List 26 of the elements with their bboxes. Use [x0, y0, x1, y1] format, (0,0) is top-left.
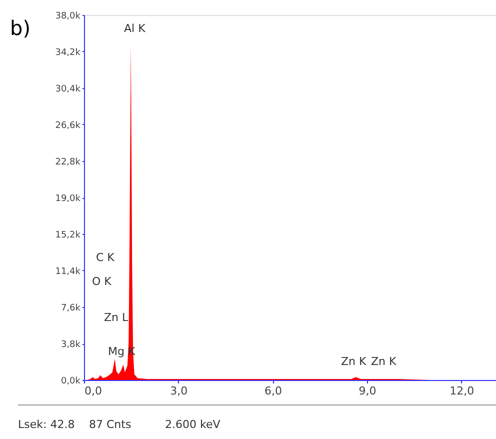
text: Lsek: 42.8: [18, 418, 75, 431]
annotation: C K: [96, 251, 116, 264]
annotation: Zn K: [371, 355, 398, 368]
x-tick-label: 9,0: [358, 384, 376, 398]
annotation: O K: [92, 275, 112, 288]
y-tick-label: 11,4k: [55, 267, 82, 277]
annotation: Zn L: [104, 311, 130, 324]
text: 87 Cnts: [89, 418, 132, 431]
x-tick-label: 3,0: [170, 384, 188, 398]
x-tick-label: 12,0: [450, 384, 474, 398]
y-tick-label: 7,6k: [60, 304, 82, 314]
annotation: Al K: [124, 22, 146, 35]
y-tick-label: 3,8k: [60, 340, 82, 350]
y-tick-label: 30,4k: [55, 84, 82, 94]
y-tick-label: 22,8k: [55, 158, 82, 168]
y-tick-label: 0,0k: [60, 376, 82, 386]
y-tick-label: 19,0k: [55, 194, 82, 204]
y-tick-label: 34,2k: [55, 48, 82, 58]
y-tick-label: 15,2k: [55, 230, 82, 240]
chart-title: b): [10, 16, 30, 40]
y-tick-label: 26,6k: [55, 121, 82, 131]
x-tick-label: 0,0: [84, 384, 102, 398]
annotation: Zn K: [341, 355, 368, 368]
text: 2.600 keV: [165, 418, 221, 431]
x-tick-label: 6,0: [264, 384, 282, 398]
y-tick-label: 38,0k: [55, 12, 82, 22]
